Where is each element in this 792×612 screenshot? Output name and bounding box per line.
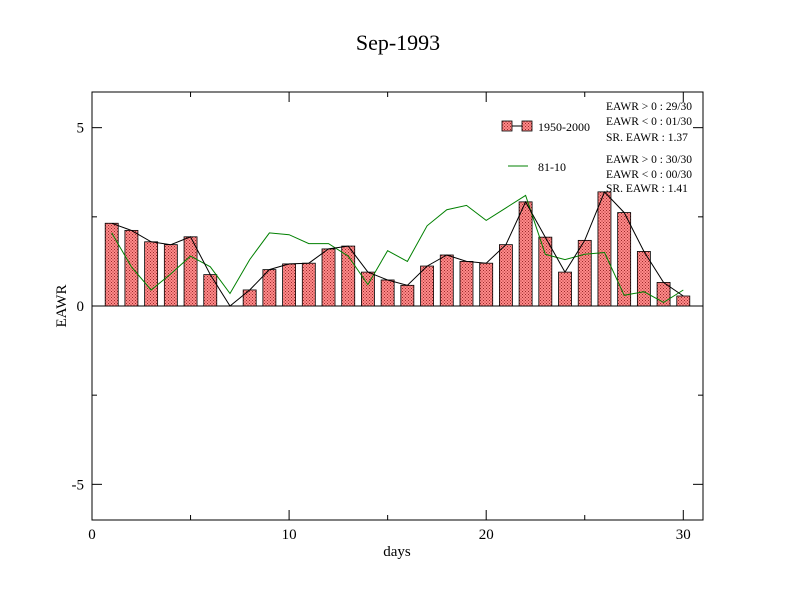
stat-1950-2000-negative: EAWR < 0 : 01/30 — [606, 116, 692, 128]
bar-day-24 — [558, 271, 572, 307]
bar-day-15 — [380, 279, 395, 307]
bar-day-1 — [104, 222, 119, 307]
y-tick-label: 0 — [77, 299, 85, 315]
bar-day-2 — [124, 229, 139, 307]
bar-day-8 — [242, 289, 257, 307]
bar-day-16 — [400, 284, 415, 307]
bar-day-23 — [538, 236, 553, 307]
legend-label-81-10: 81-10 — [538, 160, 566, 174]
legend: 1950-2000 81-10 — [501, 120, 590, 174]
stat-1950-2000-positive: EAWR > 0 : 29/30 — [606, 101, 692, 113]
stats-block: EAWR > 0 : 29/30 EAWR < 0 : 01/30 SR. EA… — [606, 101, 692, 195]
bar-day-5 — [183, 236, 198, 307]
x-tick-label: 10 — [282, 527, 297, 543]
line-series — [111, 190, 684, 307]
x-axis-label: days — [383, 544, 411, 560]
chart-title: Sep-1993 — [356, 30, 440, 55]
legend-label-1950-2000: 1950-2000 — [538, 120, 590, 134]
stat-81-10-sr: SR. EAWR : 1.41 — [606, 183, 688, 195]
stat-1950-2000-sr: SR. EAWR : 1.37 — [606, 132, 688, 144]
stat-81-10-positive: EAWR > 0 : 30/30 — [606, 154, 692, 166]
bar-day-18 — [439, 254, 454, 307]
bar-day-28 — [636, 251, 651, 307]
bar-day-17 — [420, 265, 434, 307]
x-tick-label: 30 — [676, 527, 691, 543]
line-1950-2000 — [111, 190, 684, 307]
line-81-10 — [111, 194, 684, 303]
x-tick-label: 20 — [479, 527, 494, 543]
bar-day-4 — [163, 244, 178, 307]
bar-day-12 — [321, 248, 336, 307]
legend-swatch-1950-2000 — [501, 120, 513, 132]
bar-day-22 — [518, 201, 533, 307]
y-tick-label: -5 — [72, 477, 85, 493]
bar-day-11 — [301, 262, 316, 307]
bar-day-21 — [498, 244, 513, 307]
bar-day-6 — [203, 274, 218, 307]
legend-swatch-1950-2000-end — [521, 120, 533, 132]
bar-day-27 — [617, 212, 632, 307]
bar-day-10 — [282, 263, 297, 307]
y-tick-label: 5 — [77, 121, 85, 137]
bar-series-1950-2000 — [104, 191, 691, 307]
bar-day-3 — [144, 241, 159, 307]
bar-day-13 — [341, 245, 356, 307]
bar-day-26 — [597, 191, 612, 307]
stat-81-10-negative: EAWR < 0 : 00/30 — [606, 169, 692, 181]
bar-day-25 — [577, 239, 592, 307]
bar-day-19 — [459, 261, 474, 307]
bar-day-20 — [479, 262, 494, 307]
y-axis-label: EAWR — [54, 285, 70, 328]
x-tick-label: 0 — [88, 527, 96, 543]
bar-day-30 — [676, 295, 691, 307]
bar-day-9 — [262, 269, 277, 307]
